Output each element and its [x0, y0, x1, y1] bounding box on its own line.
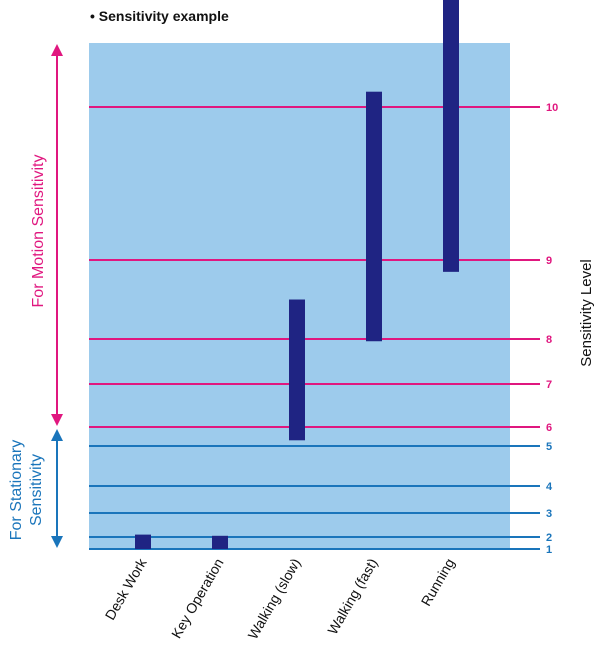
- sensitivity-level-lines: 12 3 4 5 6 7 8 9 10: [89, 102, 558, 556]
- level-label-10: 10: [546, 102, 558, 114]
- range-bar: [212, 535, 228, 549]
- range-bar: [135, 534, 151, 549]
- category-label: Walking (fast): [324, 556, 380, 638]
- category-label: Desk Work: [102, 555, 150, 623]
- level-label-3: 3: [546, 508, 552, 520]
- plot-background: [89, 43, 510, 550]
- category-label: Walking (slow): [244, 556, 303, 642]
- level-label-1: 1: [546, 544, 552, 556]
- range-bar: [366, 91, 382, 342]
- level-label-2: 2: [546, 532, 552, 544]
- level-label-9: 9: [546, 255, 552, 267]
- range-bar: [289, 299, 305, 441]
- y-axis-label: Sensitivity Level: [578, 259, 595, 367]
- range-bar: [443, 0, 459, 272]
- level-label-4: 4: [546, 481, 553, 493]
- level-label-6: 6: [546, 422, 552, 434]
- chart-title: • Sensitivity example: [90, 8, 229, 24]
- stationary-sensitivity-label-line1: For Stationary: [8, 440, 25, 540]
- category-label: Running: [418, 556, 458, 609]
- level-label-8: 8: [546, 334, 552, 346]
- stationary-sensitivity-label-line2: Sensitivity: [28, 454, 45, 526]
- stationary-range-arrow: [51, 429, 63, 548]
- category-labels: Desk Work Key Operation Walking (slow) Walk…: [102, 555, 458, 642]
- level-label-7: 7: [546, 379, 552, 391]
- range-bars: [135, 0, 459, 549]
- category-label: Key Operation: [168, 556, 227, 642]
- motion-sensitivity-label: For Motion Sensitivity: [30, 155, 47, 308]
- level-label-5: 5: [546, 441, 552, 453]
- motion-range-arrow: [51, 44, 63, 426]
